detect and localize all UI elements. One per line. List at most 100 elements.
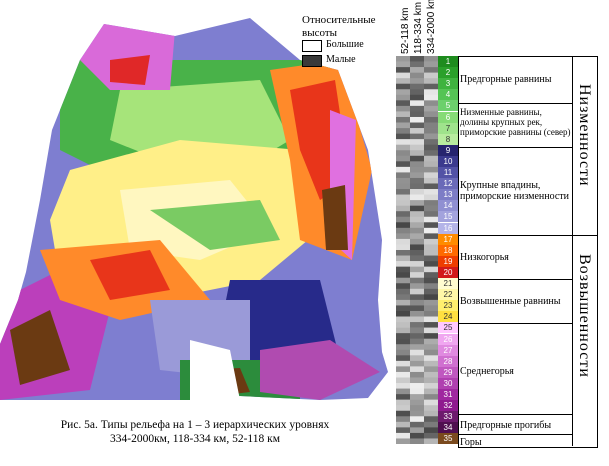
gray-cell bbox=[410, 438, 424, 444]
gray-cell bbox=[424, 194, 438, 201]
legend-title-line2: высоты bbox=[302, 27, 338, 39]
group-label-large-depressions: Крупные впадины, приморские низменности bbox=[460, 180, 570, 202]
gray-cell bbox=[396, 294, 410, 301]
gray-cell bbox=[410, 189, 424, 195]
relief-type-35: 35 bbox=[438, 433, 458, 445]
gray-cell bbox=[424, 177, 438, 184]
gray-cell bbox=[424, 200, 438, 206]
gray-cell bbox=[396, 200, 410, 206]
relief-type-30: 30 bbox=[438, 377, 458, 389]
gray-cell bbox=[396, 349, 410, 356]
group-divider-6 bbox=[458, 414, 572, 415]
gray-cell bbox=[424, 272, 438, 279]
relief-type-12: 12 bbox=[438, 178, 458, 190]
gray-cell bbox=[396, 377, 410, 384]
group-label-elevated-plains: Возвышенные равнины bbox=[460, 296, 561, 307]
gray-cell bbox=[424, 222, 438, 229]
gray-cell bbox=[410, 139, 424, 145]
gray-cell bbox=[396, 421, 410, 428]
gray-cell bbox=[410, 360, 424, 367]
gray-cell bbox=[396, 111, 410, 118]
gray-cell bbox=[410, 299, 424, 306]
gray-cell bbox=[424, 111, 438, 118]
gray-cell bbox=[396, 305, 410, 312]
gray-cell bbox=[424, 266, 438, 273]
gray-cell bbox=[396, 150, 410, 157]
gray-cell bbox=[396, 250, 410, 256]
relative-height-columns bbox=[396, 56, 438, 444]
gray-cell bbox=[396, 61, 410, 68]
gray-cell bbox=[396, 316, 410, 323]
gray-cell bbox=[424, 211, 438, 218]
gray-cell bbox=[424, 421, 438, 428]
group-divider-7 bbox=[458, 434, 572, 435]
gray-cell bbox=[424, 322, 438, 328]
gray-cell bbox=[410, 83, 424, 90]
gray-cell bbox=[424, 238, 438, 245]
class-label-uplands: Возвышенности bbox=[576, 254, 593, 378]
gray-cell bbox=[396, 89, 410, 96]
gray-cell bbox=[410, 194, 424, 201]
gray-cell bbox=[424, 316, 438, 323]
relief-type-29: 29 bbox=[438, 366, 458, 378]
gray-cell bbox=[396, 128, 410, 134]
gray-cell bbox=[424, 410, 438, 417]
gray-cell bbox=[424, 288, 438, 295]
gray-cell bbox=[396, 227, 410, 234]
gray-cell bbox=[424, 244, 438, 251]
gray-cell bbox=[410, 227, 424, 234]
group-divider-5 bbox=[458, 323, 572, 324]
relief-type-14: 14 bbox=[438, 200, 458, 212]
gray-cell bbox=[424, 344, 438, 351]
gray-cell bbox=[410, 366, 424, 373]
gray-cell bbox=[410, 166, 424, 173]
relief-map bbox=[0, 18, 388, 400]
gray-cell bbox=[410, 67, 424, 73]
gray-cell bbox=[410, 222, 424, 229]
gray-cell bbox=[410, 233, 424, 240]
gray-cell bbox=[410, 78, 424, 85]
class-label-lowlands: Низменности bbox=[576, 84, 593, 187]
group-divider-2 bbox=[458, 147, 572, 148]
gray-cell bbox=[410, 272, 424, 279]
gray-cell bbox=[410, 333, 424, 339]
gray-cell bbox=[424, 294, 438, 301]
gray-cell bbox=[396, 366, 410, 373]
group-label-foredeeps: Предгорные прогибы bbox=[460, 420, 552, 431]
gray-cell bbox=[396, 399, 410, 406]
gray-cell bbox=[396, 388, 410, 395]
gray-cell bbox=[424, 366, 438, 373]
gray-cell bbox=[396, 288, 410, 295]
gray-cell bbox=[396, 427, 410, 434]
relief-type-24: 24 bbox=[438, 311, 458, 323]
gray-cell bbox=[396, 216, 410, 223]
gray-cell bbox=[396, 355, 410, 362]
gray-cell bbox=[410, 216, 424, 223]
gray-cell bbox=[424, 150, 438, 157]
gray-cell bbox=[410, 394, 424, 400]
gray-cell bbox=[410, 144, 424, 151]
relief-type-33: 33 bbox=[438, 411, 458, 423]
gray-cell bbox=[424, 155, 438, 162]
caption-line1: Рис. 5а. Типы рельефа на 1 – 3 иерархиче… bbox=[60, 419, 330, 431]
gray-cell bbox=[396, 383, 410, 389]
gray-cell bbox=[424, 105, 438, 112]
gray-cell bbox=[396, 255, 410, 262]
gray-cell bbox=[410, 238, 424, 245]
gray-cell bbox=[396, 360, 410, 367]
gray-cell bbox=[424, 338, 438, 345]
gray-cell bbox=[424, 183, 438, 190]
group-label-mid-mountains: Среднегорья bbox=[460, 366, 514, 377]
gray-cell bbox=[424, 355, 438, 362]
gray-cell bbox=[396, 177, 410, 184]
figure-caption: Рис. 5а. Типы рельефа на 1 – 3 иерархиче… bbox=[0, 418, 390, 446]
gray-cell bbox=[396, 139, 410, 145]
gray-cell bbox=[396, 272, 410, 279]
relief-type-16: 16 bbox=[438, 222, 458, 234]
gray-cell bbox=[410, 244, 424, 251]
gray-cell bbox=[410, 383, 424, 389]
gray-cell bbox=[410, 200, 424, 206]
relief-type-23: 23 bbox=[438, 300, 458, 312]
group-label-foothill-plains: Предгорные равнины bbox=[460, 74, 552, 85]
gray-cell bbox=[410, 416, 424, 423]
